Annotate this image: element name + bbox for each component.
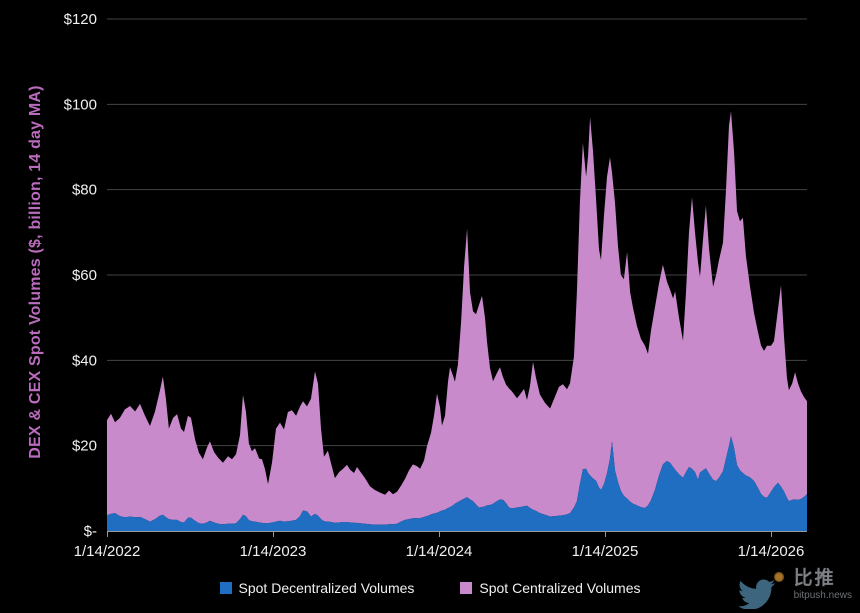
y-tick-label: $40 [72, 352, 97, 369]
x-tick-label: 1/14/2026 [738, 543, 805, 560]
watermark-brand: 比推 [793, 568, 836, 589]
watermark-domain: bitpush.news [793, 590, 852, 601]
y-axis-title: DEX & CEX Spot Volumes ($, billion, 14 d… [27, 85, 44, 459]
legend-swatch-decentralized-icon [219, 582, 232, 594]
legend: Spot Decentralized Volumes Spot Centrali… [0, 580, 860, 596]
bird-with-coin-icon [737, 571, 784, 609]
y-tick-label: $100 [64, 96, 97, 113]
y-tick-label: $20 [72, 438, 97, 455]
bitpush-watermark: 比推 bitpush.news [737, 569, 852, 609]
x-tick-label: 1/14/2023 [240, 543, 307, 560]
y-tick-label: $60 [72, 267, 97, 284]
legend-item-decentralized: Spot Decentralized Volumes [219, 580, 415, 596]
x-tick-label: 1/14/2024 [406, 543, 473, 560]
y-tick-label: $- [84, 523, 97, 540]
x-tick-label: 1/14/2022 [74, 543, 141, 560]
legend-swatch-centralized-icon [460, 582, 473, 594]
legend-item-centralized: Spot Centralized Volumes [460, 580, 640, 596]
legend-label-centralized: Spot Centralized Volumes [479, 580, 641, 596]
y-tick-label: $80 [72, 182, 97, 199]
cex-area-series [107, 111, 807, 525]
bitcoin-coin-icon [773, 571, 784, 583]
dex-area-series [107, 436, 807, 531]
legend-label-decentralized: Spot Decentralized Volumes [238, 580, 415, 596]
x-tick-label: 1/14/2025 [572, 543, 639, 560]
y-tick-label: $120 [64, 11, 97, 28]
